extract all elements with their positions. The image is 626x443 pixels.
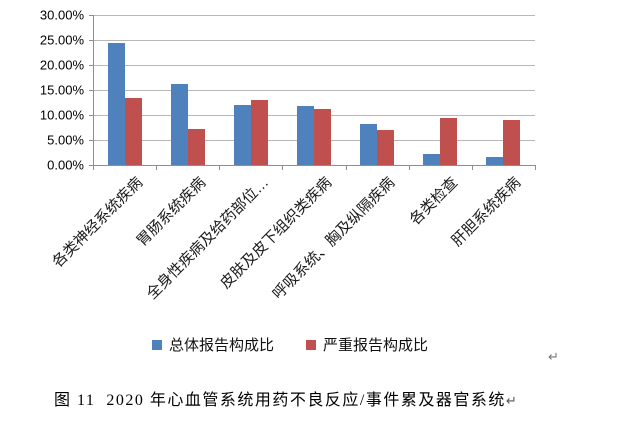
gridline (94, 15, 535, 16)
y-axis-tick (89, 90, 93, 91)
x-axis-tick (219, 166, 220, 170)
x-axis-tick (409, 166, 410, 170)
x-axis-category-label: 各类神经系统疾病 (49, 174, 147, 272)
legend-item-serious: 严重报告构成比 (306, 334, 428, 355)
figure-caption: 图 11 2020 年心血管系统用药不良反应/事件累及器官系统↵ (54, 386, 517, 410)
x-axis-tick (535, 166, 536, 170)
chart-legend: 总体报告构成比 严重报告构成比 (70, 334, 510, 355)
paragraph-return-icon: ↵ (548, 349, 559, 364)
bar-serious (314, 109, 331, 165)
y-axis-tick (89, 140, 93, 141)
y-axis-line (93, 15, 94, 166)
y-axis-tick (89, 15, 93, 16)
x-axis-line (93, 165, 536, 166)
y-axis-tick (89, 165, 93, 166)
legend-label-total: 总体报告构成比 (168, 337, 274, 354)
gridline (94, 40, 535, 41)
y-axis-tick-label: 15.00% (39, 82, 84, 98)
bar-serious (503, 120, 520, 165)
x-axis-tick (93, 166, 94, 170)
bar-total (360, 124, 377, 165)
x-axis-category-label: 呼吸系统、胸及纵隔疾病 (269, 174, 399, 303)
x-axis-tick (346, 166, 347, 170)
figure-caption-text: 图 11 2020 年心血管系统用药不良反应/事件累及器官系统 (54, 392, 506, 409)
legend-swatch-red-icon (306, 339, 316, 350)
gridline (94, 65, 535, 66)
bar-serious (440, 118, 457, 165)
bar-total (108, 43, 125, 165)
x-axis-category-label: 皮肤及皮下组织类疾病 (217, 174, 336, 293)
y-axis-tick-label: 25.00% (39, 32, 84, 48)
x-axis-category-label: 全身性疾病及给药部位… (143, 174, 273, 303)
y-axis-tick-label: 5.00% (47, 132, 84, 148)
x-axis-category-label: 各类检查 (406, 174, 462, 229)
bar-serious (251, 100, 268, 165)
bar-total (171, 84, 188, 165)
bar-serious (377, 130, 394, 165)
y-axis-tick-label: 10.00% (39, 107, 84, 123)
legend-label-serious: 严重报告构成比 (323, 337, 429, 354)
y-axis-tick-label: 0.00% (47, 157, 84, 173)
x-axis-tick (282, 166, 283, 170)
y-axis-tick (89, 40, 93, 41)
bar-serious (188, 129, 205, 165)
bar-total (234, 105, 251, 165)
bar-serious (125, 98, 142, 165)
caption-return-icon: ↵ (505, 393, 517, 408)
y-axis-tick (89, 115, 93, 116)
y-axis-tick-label: 20.00% (39, 57, 84, 73)
bar-total (297, 106, 314, 165)
legend-item-total: 总体报告构成比 (151, 334, 274, 355)
x-axis-tick (472, 166, 473, 170)
x-axis-tick (156, 166, 157, 170)
gridline (94, 90, 535, 91)
y-axis-tick-label: 30.00% (39, 7, 84, 23)
legend-swatch-blue-icon (151, 339, 162, 350)
bar-total (486, 157, 503, 165)
y-axis-tick (89, 65, 93, 66)
bar-total (423, 154, 440, 165)
